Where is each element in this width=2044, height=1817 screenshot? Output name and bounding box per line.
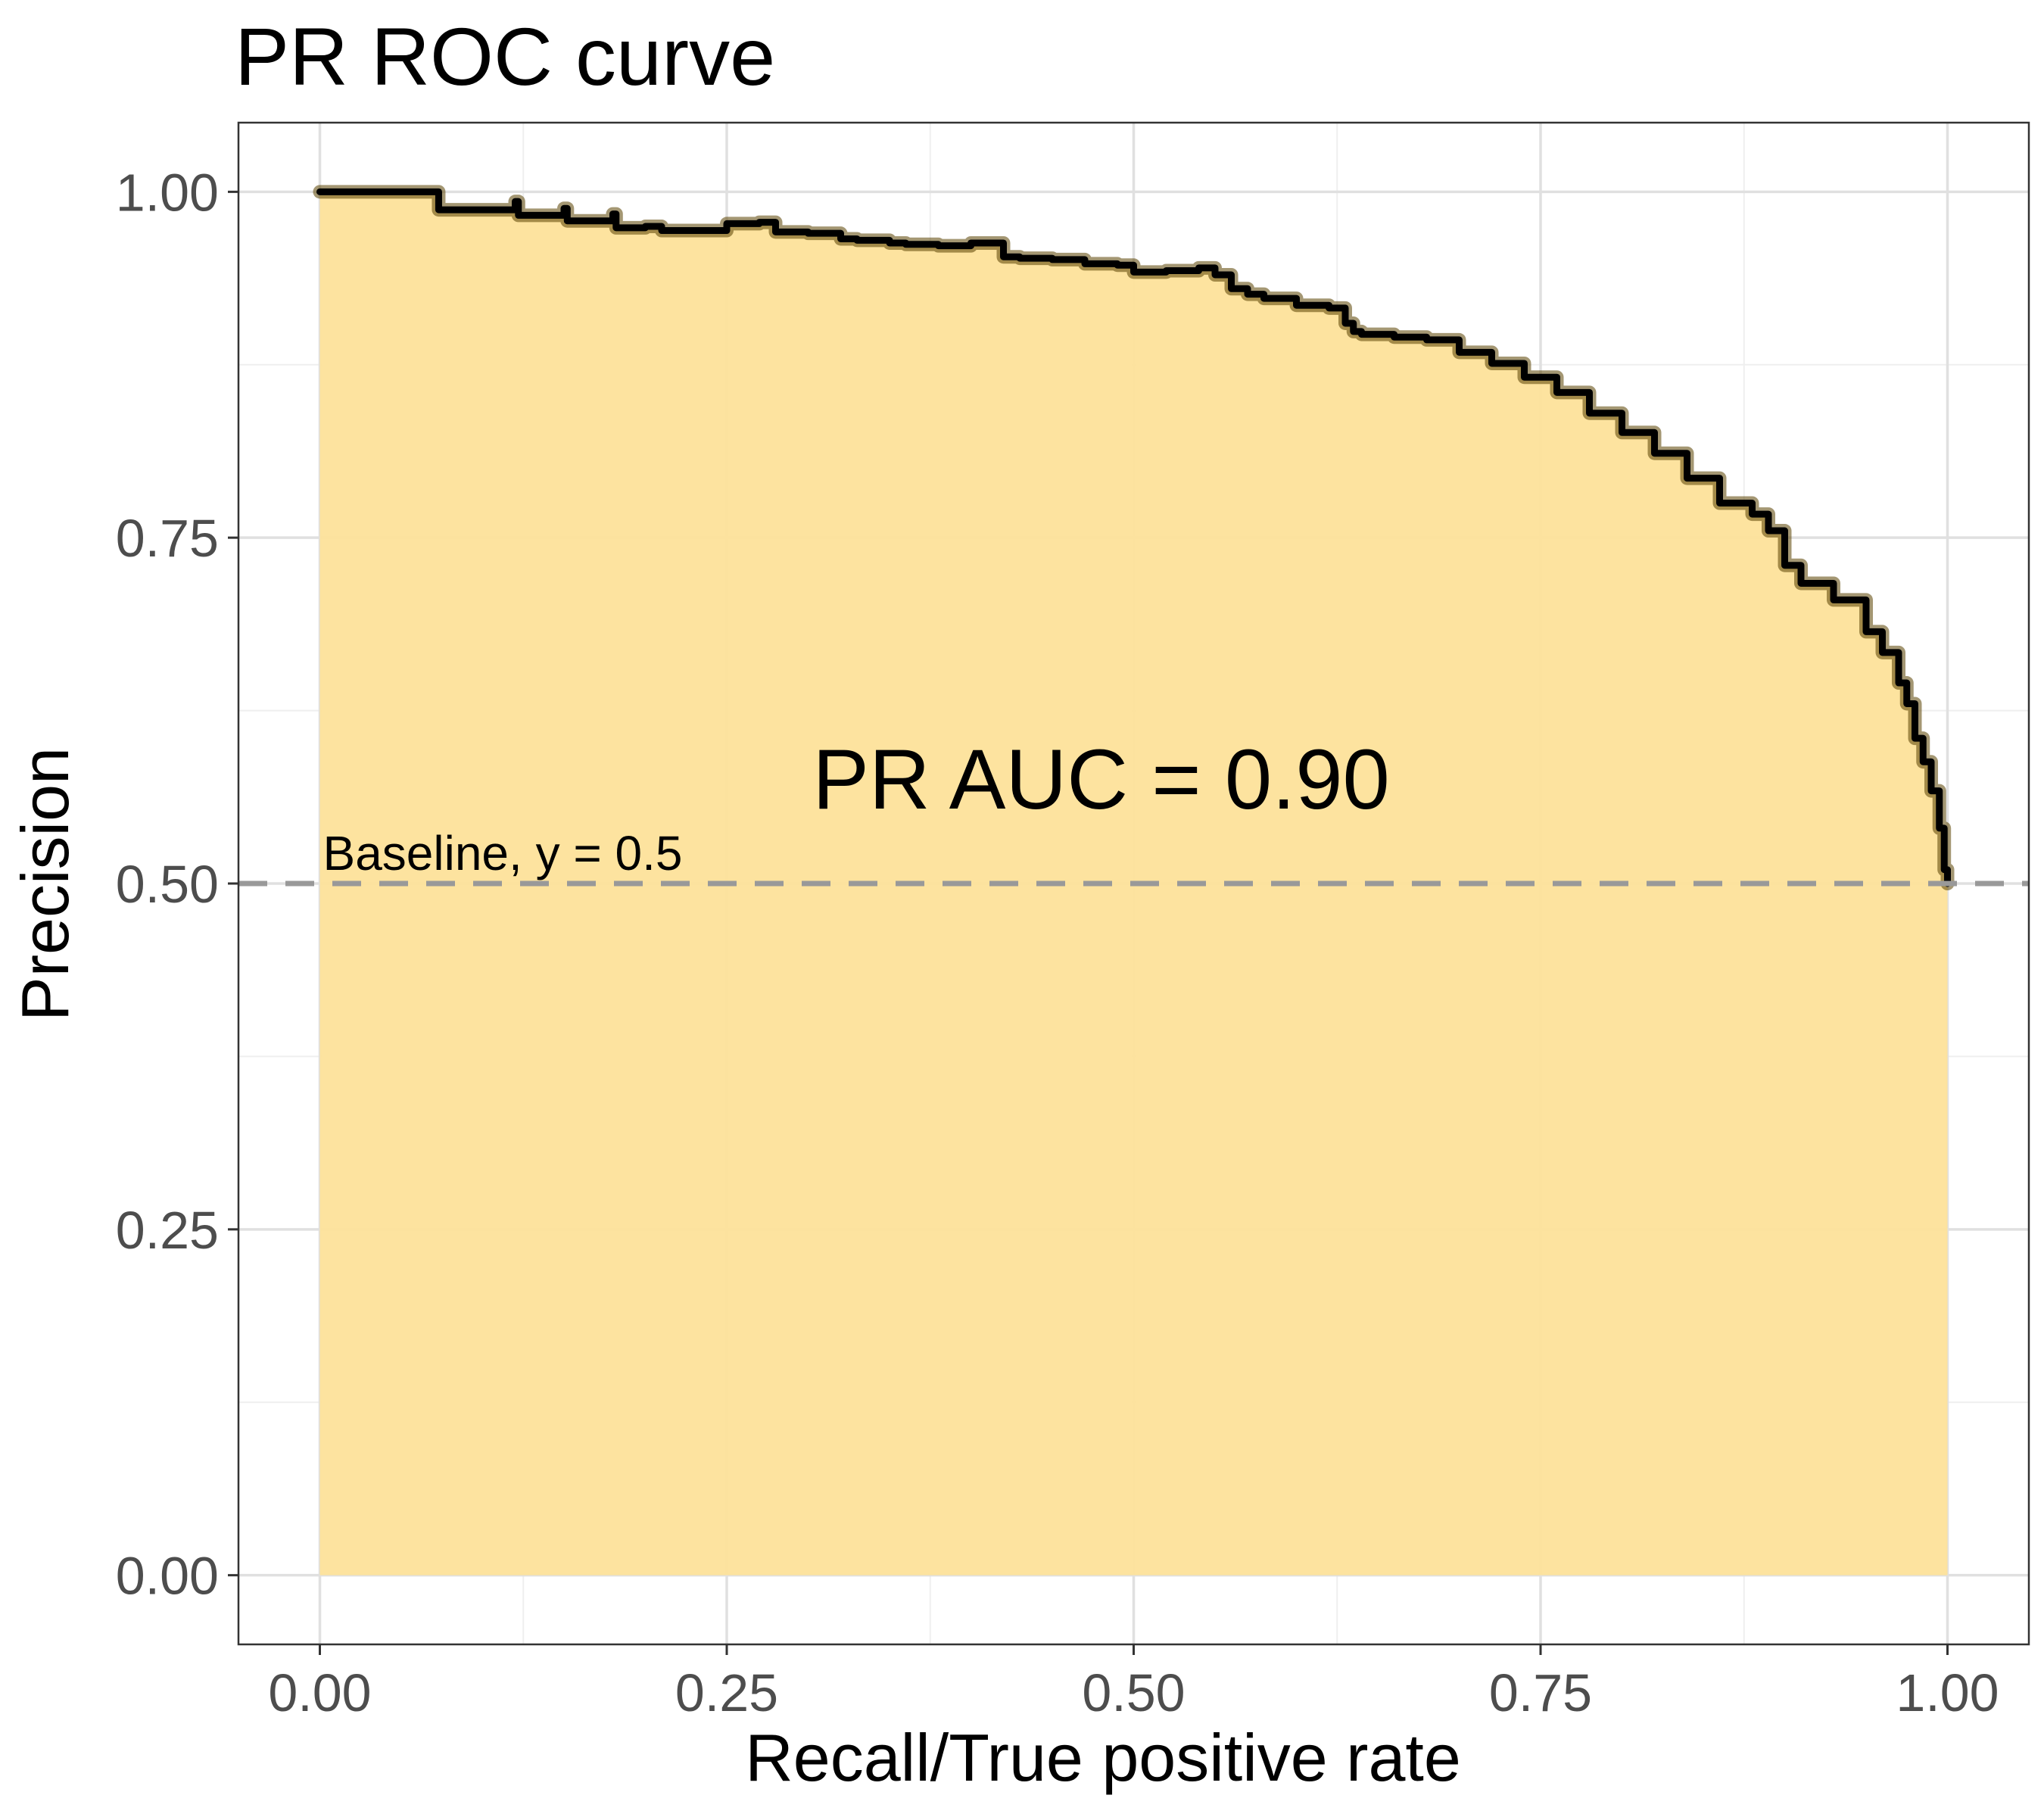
y-tick-label: 0.50 <box>116 855 219 914</box>
y-tick-label: 0.75 <box>116 509 219 568</box>
auc-annotation: PR AUC = 0.90 <box>812 732 1390 827</box>
y-tick-label: 0.25 <box>116 1201 219 1260</box>
x-tick-label: 0.00 <box>268 1663 371 1722</box>
baseline-label: Baseline, y = 0.5 <box>323 826 683 880</box>
x-tick-label: 0.50 <box>1082 1663 1185 1722</box>
y-axis: 0.00 0.25 0.50 0.75 1.00 <box>116 163 238 1606</box>
x-tick-label: 0.75 <box>1489 1663 1592 1722</box>
x-tick-label: 1.00 <box>1896 1663 1999 1722</box>
y-axis-title: Precision <box>8 747 83 1021</box>
pr-curve-line <box>316 188 1951 887</box>
chart-title: PR ROC curve <box>235 11 775 102</box>
x-axis: 0.00 0.25 0.50 0.75 1.00 <box>268 1644 1999 1722</box>
y-tick-label: 1.00 <box>116 163 219 222</box>
y-tick-label: 0.00 <box>116 1547 219 1606</box>
x-tick-label: 0.25 <box>675 1663 778 1722</box>
x-axis-title: Recall/True positive rate <box>745 1720 1461 1795</box>
